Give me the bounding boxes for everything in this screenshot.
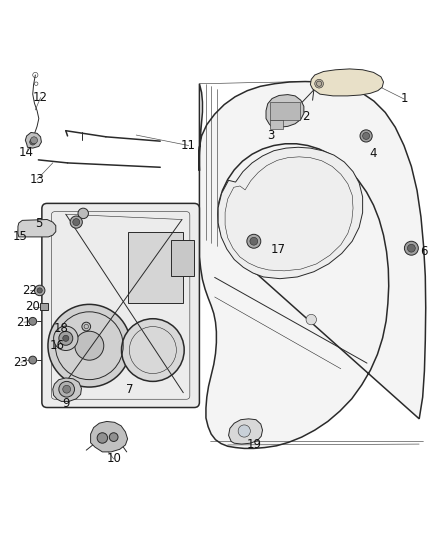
Polygon shape (53, 378, 81, 401)
FancyBboxPatch shape (42, 204, 199, 408)
Text: 10: 10 (106, 453, 121, 465)
Text: 4: 4 (370, 147, 377, 160)
Circle shape (110, 433, 118, 441)
Circle shape (29, 356, 37, 364)
Polygon shape (25, 133, 42, 148)
Circle shape (73, 219, 80, 225)
Polygon shape (18, 220, 56, 237)
Text: 18: 18 (54, 322, 69, 335)
Circle shape (97, 433, 108, 443)
Circle shape (75, 331, 104, 360)
Circle shape (238, 425, 251, 437)
Circle shape (59, 332, 73, 345)
Circle shape (70, 216, 82, 228)
Polygon shape (218, 147, 363, 279)
Circle shape (315, 79, 323, 88)
Text: 1: 1 (400, 92, 408, 106)
Text: 6: 6 (420, 245, 427, 258)
Circle shape (306, 314, 317, 325)
Bar (127, 232, 184, 303)
Bar (270, 120, 283, 130)
Circle shape (53, 326, 78, 351)
Text: 15: 15 (12, 230, 27, 243)
Text: 20: 20 (25, 300, 40, 313)
Circle shape (247, 235, 261, 248)
Text: 23: 23 (14, 356, 28, 369)
Circle shape (250, 237, 258, 245)
Text: 11: 11 (181, 139, 196, 152)
Bar (40, 303, 48, 310)
Polygon shape (199, 82, 426, 448)
Circle shape (404, 241, 418, 255)
Circle shape (78, 208, 88, 219)
Text: 5: 5 (35, 217, 42, 230)
Circle shape (37, 288, 42, 293)
Text: 14: 14 (19, 146, 34, 159)
Circle shape (48, 304, 131, 387)
Text: 9: 9 (62, 397, 70, 410)
Text: 19: 19 (246, 438, 261, 450)
Circle shape (121, 319, 184, 382)
Polygon shape (311, 69, 384, 96)
Circle shape (82, 322, 91, 331)
Circle shape (360, 130, 372, 142)
Circle shape (63, 335, 69, 341)
Text: 17: 17 (270, 243, 285, 256)
Text: 7: 7 (126, 383, 134, 395)
Circle shape (59, 382, 74, 397)
Polygon shape (266, 94, 304, 127)
Circle shape (31, 137, 38, 144)
Text: 16: 16 (49, 339, 64, 352)
Text: 3: 3 (268, 130, 275, 142)
Text: 21: 21 (17, 316, 32, 329)
Polygon shape (91, 422, 127, 452)
Bar (171, 240, 194, 276)
Circle shape (29, 318, 37, 325)
Text: 13: 13 (30, 173, 45, 186)
Bar (270, 102, 300, 120)
Polygon shape (229, 419, 262, 444)
Text: 12: 12 (33, 91, 48, 104)
Circle shape (363, 133, 370, 140)
Circle shape (35, 285, 45, 296)
Circle shape (407, 244, 415, 252)
Text: 22: 22 (22, 284, 37, 297)
Circle shape (63, 385, 71, 393)
Circle shape (30, 139, 36, 145)
Text: 2: 2 (302, 110, 310, 123)
